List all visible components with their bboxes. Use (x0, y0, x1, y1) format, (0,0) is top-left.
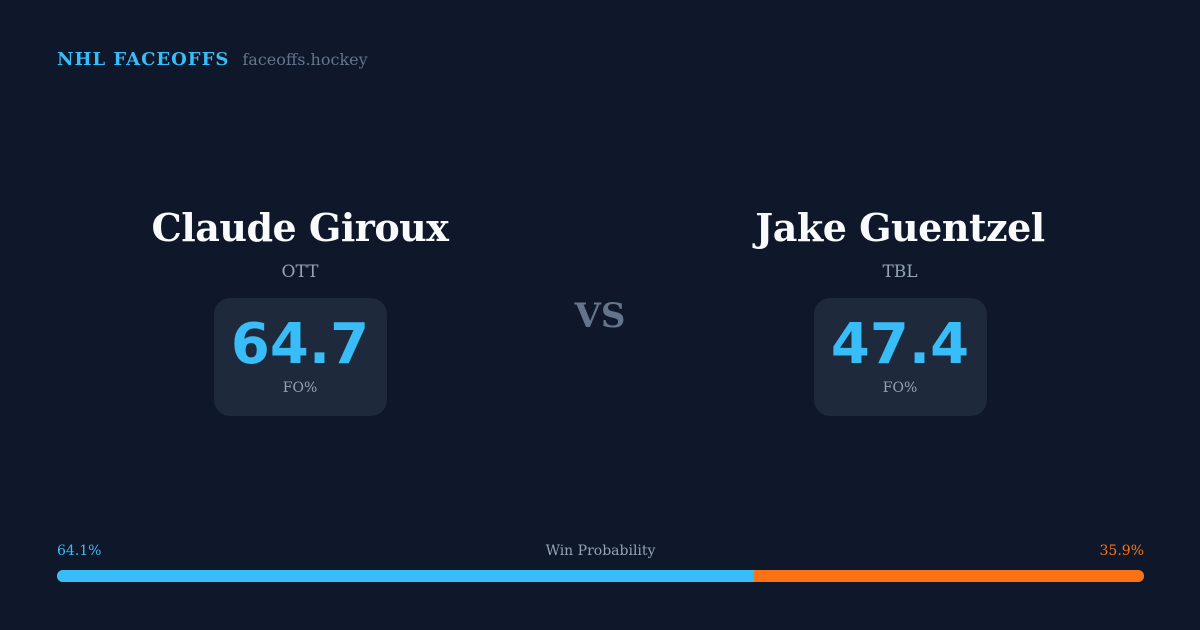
right-probability: 35.9% (1099, 543, 1144, 559)
fo-label: FO% (282, 380, 318, 396)
fo-label: FO% (882, 380, 918, 396)
fo-stat-card: 64.7 FO% (213, 298, 387, 416)
fo-value: 47.4 (830, 312, 970, 377)
left-probability: 64.1% (57, 543, 102, 559)
player-name: Claude Giroux (151, 205, 449, 250)
player-left: Claude Giroux OTT 64.7 FO% (50, 205, 550, 416)
player-team: OTT (281, 262, 319, 282)
left-probability-fill (57, 570, 754, 582)
win-probability-bar (57, 570, 1144, 582)
right-probability-fill (753, 570, 1144, 582)
vs-label: VS (574, 296, 626, 336)
brand-domain: faceoffs.hockey (242, 50, 368, 69)
brand-header: NHL FACEOFFS faceoffs.hockey (57, 49, 368, 70)
brand-name: NHL FACEOFFS (57, 49, 230, 70)
player-right: Jake Guentzel TBL 47.4 FO% (650, 205, 1150, 416)
fo-value: 64.7 (230, 312, 370, 377)
fo-stat-card: 47.4 FO% (813, 298, 987, 416)
player-name: Jake Guentzel (755, 205, 1045, 250)
player-team: TBL (882, 262, 918, 282)
win-probability-title: Win Probability (545, 543, 656, 559)
